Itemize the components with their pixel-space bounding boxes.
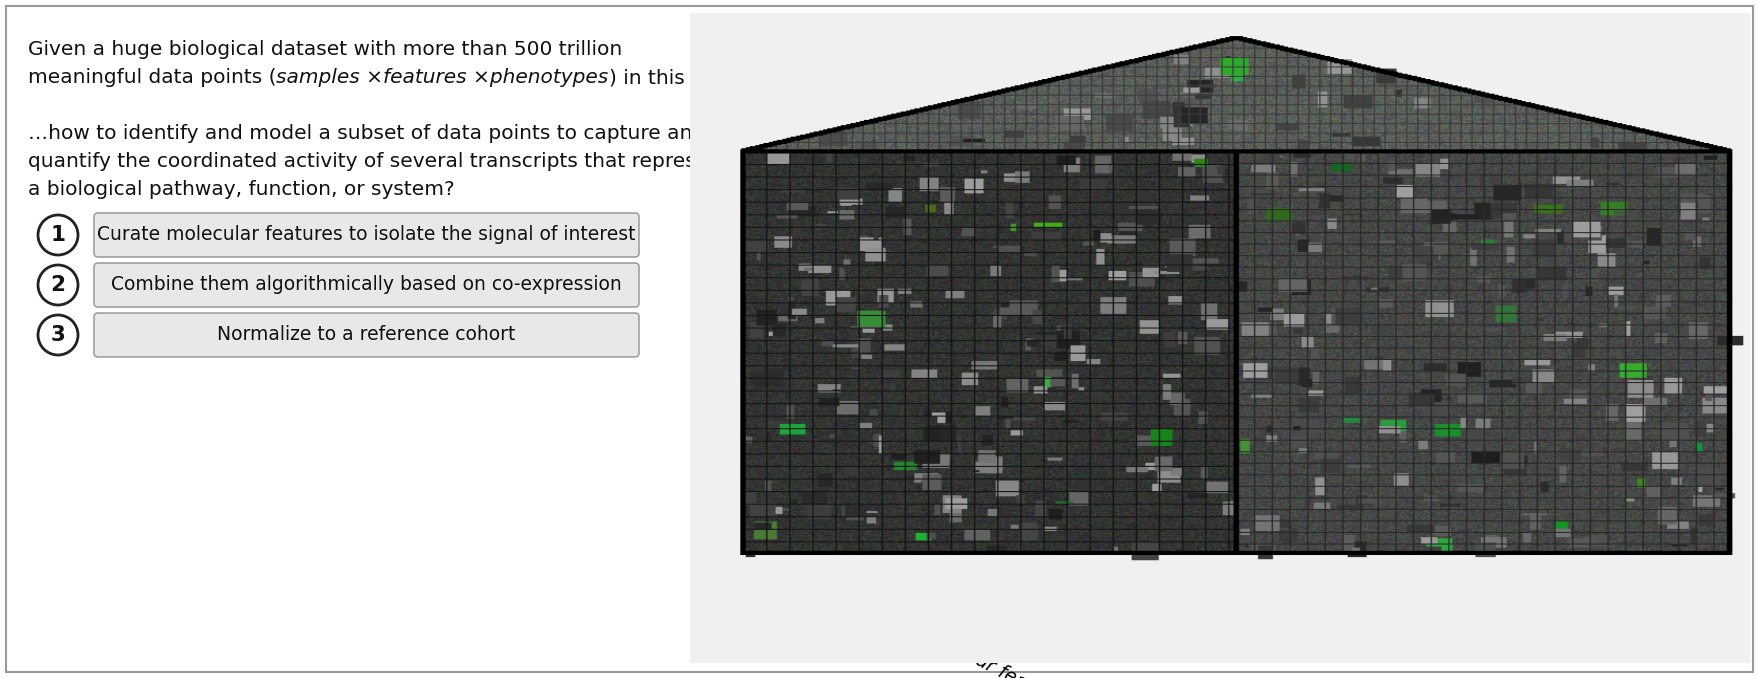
Text: a biological pathway, function, or system?: a biological pathway, function, or syste… [28,180,454,199]
Circle shape [39,215,77,255]
Text: molecular features: molecular features [908,616,1073,678]
Text: ) in this cube…: ) in this cube… [609,68,760,87]
Circle shape [39,265,77,305]
Text: 3: 3 [51,325,65,345]
Text: quantify the coordinated activity of several transcripts that represent: quantify the coordinated activity of sev… [28,152,728,171]
FancyBboxPatch shape [93,263,639,307]
Text: samples ×features ×phenotypes: samples ×features ×phenotypes [276,68,609,87]
FancyBboxPatch shape [5,6,1754,672]
Text: reference cohort samples: reference cohort samples [691,222,709,454]
Text: Combine them algorithmically based on co-expression: Combine them algorithmically based on co… [111,275,623,294]
Text: phenotypes: phenotypes [1566,593,1675,645]
Text: 2: 2 [51,275,65,295]
Text: Given a huge biological dataset with more than 500 trillion: Given a huge biological dataset with mor… [28,40,623,59]
Text: meaningful data points (: meaningful data points ( [28,68,276,87]
Text: 1: 1 [51,225,65,245]
Text: …how to identify and model a subset of data points to capture and: …how to identify and model a subset of d… [28,124,705,143]
Text: Curate molecular features to isolate the signal of interest: Curate molecular features to isolate the… [97,226,635,245]
Text: Normalize to a reference cohort: Normalize to a reference cohort [218,325,515,344]
FancyBboxPatch shape [93,313,639,357]
Circle shape [39,315,77,355]
FancyBboxPatch shape [93,213,639,257]
